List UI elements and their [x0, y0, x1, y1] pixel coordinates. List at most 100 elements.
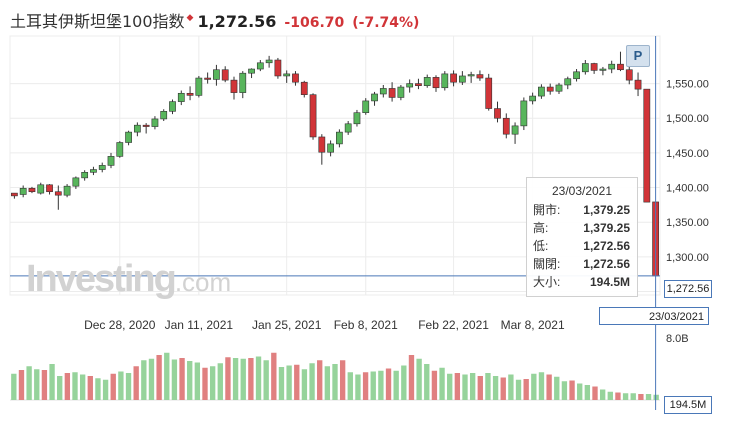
candle-down — [28, 187, 36, 193]
volume-bar — [179, 358, 185, 400]
volume-bar — [469, 373, 476, 400]
candle-up — [169, 101, 176, 112]
candle-up — [19, 187, 27, 195]
tooltip-value: 1,272.56 — [583, 239, 630, 253]
volume-bar — [355, 374, 361, 400]
candle-up — [160, 111, 168, 120]
y-tick-label: 1,450.00 — [666, 148, 709, 160]
tooltip-label: 低: — [533, 239, 549, 253]
volume-bar — [87, 376, 93, 400]
volume-bar — [592, 386, 598, 400]
volume-bar — [416, 358, 422, 400]
candle-up — [327, 143, 334, 153]
volume-bar — [515, 379, 522, 400]
volume-bar — [64, 373, 71, 400]
candle-down — [617, 63, 624, 71]
volume-bar — [202, 367, 208, 400]
chart-axes: 1,550.00 1,500.00 1,450.00 1,400.00 1,350.00… — [84, 79, 709, 345]
volume-bar — [653, 394, 659, 400]
volume-bar — [408, 355, 415, 400]
volume-bar — [309, 363, 315, 400]
volume-bar — [599, 389, 606, 400]
volume-axis-label: 8.0B — [666, 333, 689, 345]
candle-down — [54, 191, 62, 196]
volume-bar — [561, 381, 568, 400]
candle-down — [432, 77, 440, 89]
candle-up — [441, 73, 449, 89]
volume-bar — [577, 383, 583, 400]
candle-up — [371, 93, 378, 102]
volume-bar — [148, 358, 155, 400]
volume-bar — [294, 364, 300, 400]
volume-bar — [615, 392, 621, 400]
candle-up — [256, 62, 264, 70]
candle-down — [46, 184, 53, 193]
volume-bar — [49, 364, 55, 400]
volume-bar — [645, 394, 652, 400]
volume-bar — [362, 372, 369, 400]
investing-watermark: Investing.com — [26, 258, 231, 301]
candle-down — [590, 63, 598, 71]
watermark-suffix: .com — [174, 267, 232, 297]
tooltip-row-open: 開市: 1,379.25 — [527, 201, 637, 219]
candle-up — [125, 131, 132, 143]
volume-bar — [11, 373, 17, 400]
x-tick-label: Feb 8, 2021 — [334, 318, 398, 332]
volume-bar — [209, 366, 216, 400]
candle-down — [300, 81, 308, 95]
volume-bar — [133, 366, 139, 400]
tooltip-row-high: 高: 1,379.25 — [527, 219, 637, 237]
candle-up — [248, 68, 255, 74]
plot-border — [9, 35, 661, 296]
candle-down — [450, 73, 457, 83]
tooltip-label: 開市: — [533, 203, 561, 217]
candle-up — [283, 73, 291, 77]
candle-up — [336, 131, 343, 145]
candle-up — [564, 78, 572, 86]
candle-up — [37, 184, 45, 194]
volume-bar — [622, 393, 629, 400]
candle-up — [265, 59, 273, 64]
tooltip-row-volume: 大小: 194.5M — [527, 273, 637, 291]
candle-up — [90, 169, 97, 173]
volume-bar — [447, 373, 453, 400]
candle-up — [63, 185, 71, 196]
candle-up — [458, 75, 466, 83]
candle-down — [274, 59, 282, 77]
price-change: -106.70 — [284, 15, 345, 31]
last-price: 1,272.56 — [197, 12, 277, 31]
volume-bar — [18, 370, 25, 400]
candle-up — [599, 68, 607, 71]
volume-bar — [125, 373, 132, 400]
volume-bar — [431, 370, 438, 400]
volume-bar — [72, 372, 78, 400]
y-tick-label: 1,500.00 — [666, 113, 709, 125]
tooltip-value: 1,379.25 — [583, 221, 630, 235]
volume-crosshair-tag: 194.5M — [664, 396, 712, 414]
volume-bar — [255, 356, 262, 400]
candle-down — [625, 69, 633, 81]
volume-bar — [110, 373, 116, 400]
candle-down — [221, 69, 229, 81]
volume-bar — [141, 360, 147, 400]
print-button[interactable]: P — [626, 45, 650, 67]
volume-bar — [462, 374, 468, 400]
volume-bar — [630, 393, 636, 400]
candle-up — [98, 165, 106, 170]
volume-bar — [232, 358, 239, 400]
candle-down — [186, 92, 194, 96]
candle-up — [362, 100, 370, 114]
candle-up — [406, 83, 414, 88]
volume-bar — [271, 352, 277, 400]
volume-bar — [607, 391, 613, 400]
candle-up — [555, 84, 563, 92]
tooltip-row-low: 低: 1,272.56 — [527, 237, 637, 255]
candle-up — [177, 92, 185, 102]
volume-bar — [118, 371, 124, 400]
volume-bar — [217, 363, 223, 400]
candle-up — [379, 88, 387, 95]
candle-down — [292, 73, 299, 83]
candle-up — [72, 177, 80, 187]
down-arrow-icon: ◆ — [186, 13, 194, 23]
